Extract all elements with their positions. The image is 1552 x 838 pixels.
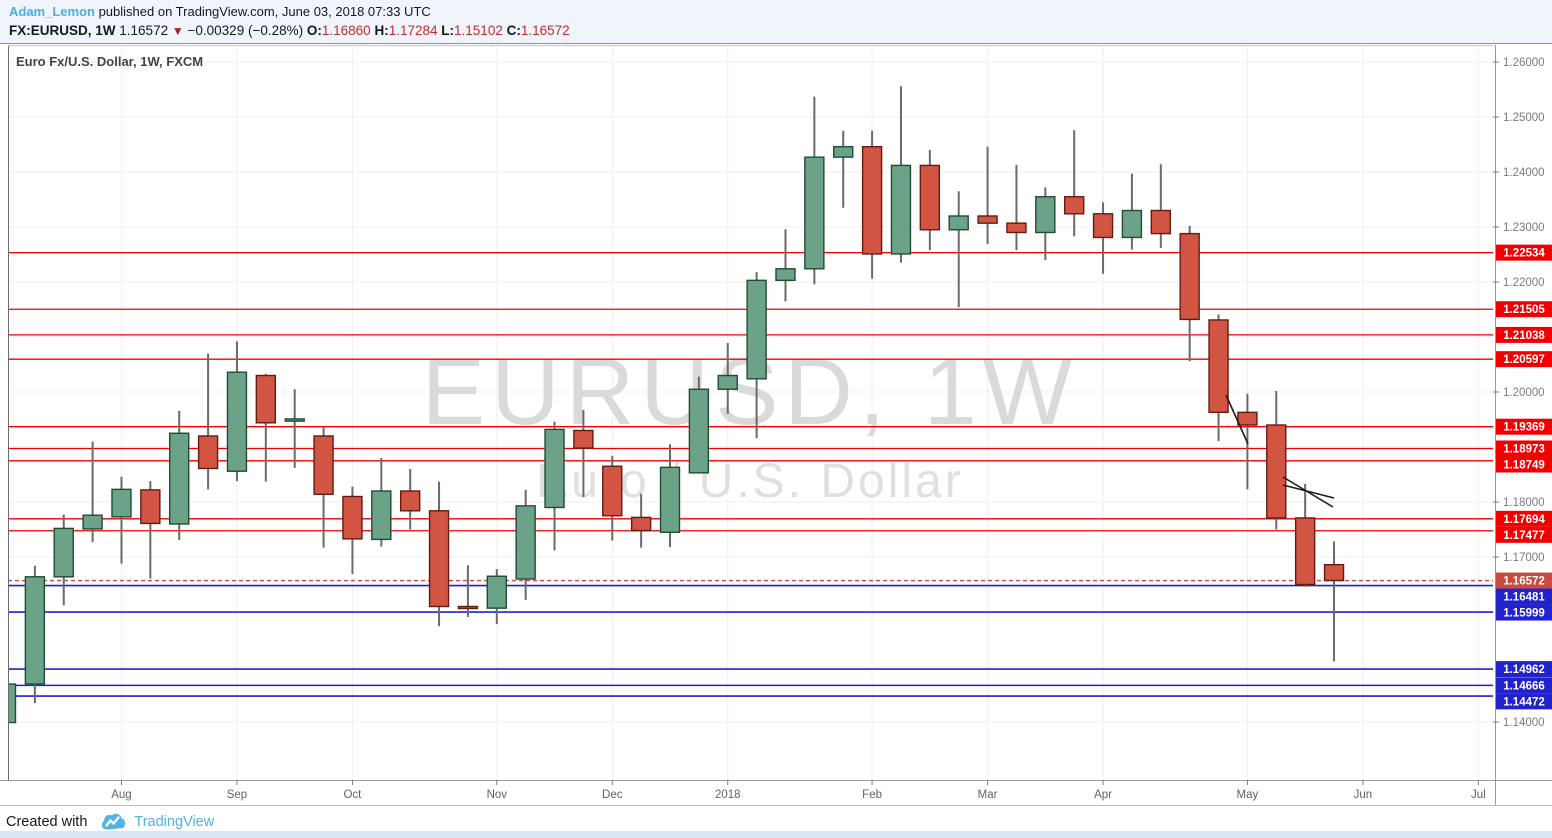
svg-text:Feb: Feb <box>862 789 882 801</box>
price-level-label <box>1496 456 1552 473</box>
price-level-label <box>1496 326 1552 343</box>
svg-text:1.21505: 1.21505 <box>1503 304 1545 316</box>
svg-text:2018: 2018 <box>715 789 741 801</box>
price-level-label <box>1496 604 1552 621</box>
bottom-strip <box>0 831 1552 838</box>
price-level-label <box>1496 677 1552 694</box>
close-label: C: <box>506 23 521 38</box>
svg-text:Apr: Apr <box>1094 789 1112 801</box>
price-level-label <box>1496 301 1552 318</box>
created-with-label: Created with <box>6 814 88 830</box>
price-level-label <box>1496 244 1552 261</box>
svg-text:Sep: Sep <box>227 789 247 801</box>
svg-text:1.14962: 1.14962 <box>1503 664 1545 676</box>
svg-text:1.19369: 1.19369 <box>1503 422 1545 434</box>
svg-text:1.14472: 1.14472 <box>1503 696 1545 708</box>
published-line: Adam_Lemon published on TradingView.com,… <box>9 4 431 19</box>
svg-text:Jun: Jun <box>1354 789 1373 801</box>
high-label: H: <box>374 23 389 38</box>
price-level-label <box>1496 510 1552 527</box>
svg-text:1.26000: 1.26000 <box>1503 57 1545 69</box>
author-link[interactable]: Adam_Lemon <box>9 4 95 19</box>
svg-text:1.17694: 1.17694 <box>1503 514 1545 526</box>
svg-text:May: May <box>1237 789 1259 801</box>
price-level-label <box>1496 351 1552 368</box>
svg-text:1.18749: 1.18749 <box>1503 459 1545 471</box>
svg-text:1.21038: 1.21038 <box>1503 330 1545 342</box>
high-value: 1.17284 <box>388 23 438 38</box>
tradingview-brand-label: TradingView <box>134 814 215 830</box>
svg-text:1.20597: 1.20597 <box>1503 354 1545 366</box>
down-arrow-icon: ▼ <box>171 24 184 38</box>
svg-text:Oct: Oct <box>343 789 362 801</box>
svg-text:Nov: Nov <box>487 789 508 801</box>
svg-text:1.18973: 1.18973 <box>1503 443 1545 455</box>
price-level-label <box>1496 440 1552 457</box>
svg-text:Aug: Aug <box>111 789 131 801</box>
svg-text:1.17477: 1.17477 <box>1503 530 1545 542</box>
change-value: −0.00329 (−0.28%) <box>187 23 304 38</box>
support-lines[interactable] <box>8 584 1493 697</box>
svg-text:1.15999: 1.15999 <box>1503 608 1545 620</box>
svg-text:1.17000: 1.17000 <box>1503 552 1545 564</box>
price-level-label <box>1496 588 1552 605</box>
svg-text:1.14666: 1.14666 <box>1503 680 1545 692</box>
svg-text:1.23000: 1.23000 <box>1503 222 1545 234</box>
svg-text:Dec: Dec <box>602 789 623 801</box>
chart-title: Euro Fx/U.S. Dollar, 1W, FXCM <box>16 54 204 69</box>
trendlines[interactable] <box>1225 394 1335 508</box>
svg-text:1.18000: 1.18000 <box>1503 497 1545 509</box>
svg-text:1.20000: 1.20000 <box>1503 387 1545 399</box>
price-level-label <box>1496 572 1552 589</box>
close-value: 1.16572 <box>520 23 570 38</box>
svg-text:Mar: Mar <box>978 789 998 801</box>
svg-text:1.14000: 1.14000 <box>1503 717 1545 729</box>
svg-text:1.25000: 1.25000 <box>1503 112 1545 124</box>
price-axis-labels[interactable]: 1.26000 1.25000 1.24000 1.23000 1.22000 1.200… <box>1493 57 1552 729</box>
open-label: O: <box>306 23 322 38</box>
chart-plot[interactable]: EURUSD, 1W Euro / U.S. Dollar 1.26000 1.250… <box>0 45 1552 806</box>
svg-text:1.16481: 1.16481 <box>1503 592 1545 604</box>
svg-text:1.22534: 1.22534 <box>1503 248 1545 260</box>
published-text: published on TradingView.com, June 03, 2… <box>94 4 431 19</box>
svg-text:Euro / U.S. Dollar: Euro / U.S. Dollar <box>536 455 963 508</box>
price-level-label <box>1496 418 1552 435</box>
low-label: L: <box>441 23 455 38</box>
grid <box>8 45 1493 780</box>
plot-frame <box>0 45 1552 806</box>
candlestick-series[interactable] <box>0 86 1345 738</box>
price-level-label <box>1496 526 1552 543</box>
low-value: 1.15102 <box>454 23 503 38</box>
tradingview-logo-icon <box>102 813 126 830</box>
svg-text:1.24000: 1.24000 <box>1503 167 1545 179</box>
open-value: 1.16860 <box>321 23 371 38</box>
time-axis-labels[interactable]: Aug Sep Oct Nov Dec 2018 Feb Mar Apr May Jun Jul <box>111 780 1486 801</box>
svg-text:1.22000: 1.22000 <box>1503 277 1545 289</box>
price-level-label <box>1496 661 1552 678</box>
quote-line: FX:EURUSD, 1W 1.16572 ▼ −0.00329 (−0.28%… <box>9 23 570 38</box>
tradingview-link[interactable]: TradingView <box>101 812 214 832</box>
svg-text:1.16572: 1.16572 <box>1503 576 1545 588</box>
price-level-label <box>1496 693 1552 710</box>
symbol-label: FX:EURUSD, 1W <box>9 23 116 38</box>
svg-text:Jul: Jul <box>1471 789 1486 801</box>
last-price-value: 1.16572 <box>119 23 169 38</box>
snapshot-header: Adam_Lemon published on TradingView.com,… <box>0 0 1552 44</box>
